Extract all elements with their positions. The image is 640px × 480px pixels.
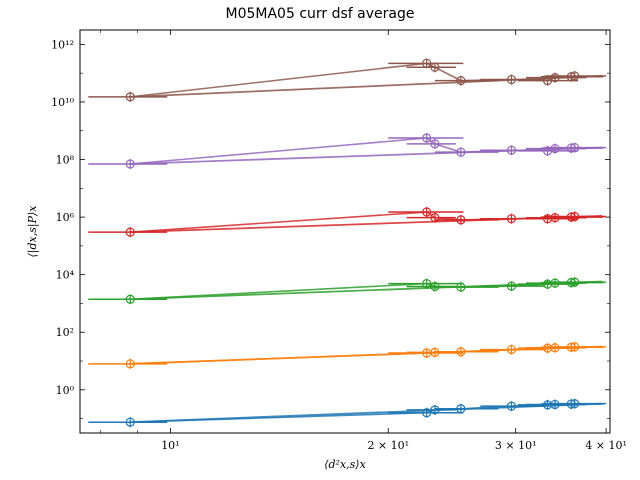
series-3-point [422, 207, 432, 217]
series-4-point [456, 147, 466, 157]
plot-frame [79, 29, 611, 434]
chart-title: M05MA05 curr dsf average [225, 6, 415, 22]
series-5-point [125, 92, 135, 102]
series-3-point [430, 213, 440, 223]
series-1-point [570, 342, 580, 352]
series-0-point [125, 417, 135, 427]
series-3-point [125, 227, 135, 237]
series-0-point [506, 401, 517, 411]
series-1-point [456, 347, 466, 357]
y-tick-label: 10¹⁰ [51, 96, 74, 109]
x-tick-label: 2 × 10¹ [367, 439, 409, 452]
series-0-point [570, 399, 580, 409]
series-0-point [422, 408, 432, 418]
y-tick-label: 10⁴ [56, 269, 75, 282]
x-tick-label: 10¹ [161, 439, 179, 452]
series-3-point [456, 215, 466, 225]
series-2-point [506, 281, 517, 291]
y-tick-label: 10¹² [51, 38, 74, 51]
series-0-point [430, 405, 440, 415]
series-2-point [456, 282, 466, 292]
series-4-point [422, 133, 432, 143]
y-tick-label: 10² [56, 326, 74, 339]
series-5-point [570, 71, 580, 81]
series-1-point [506, 344, 517, 355]
x-tick-label: 4 × 10¹ [585, 439, 627, 452]
series-0-point [456, 404, 466, 414]
y-tick-label: 10⁸ [56, 154, 75, 167]
series-4-point [570, 142, 580, 153]
y-tick-label: 10⁶ [56, 211, 75, 224]
series-5-point [506, 74, 517, 85]
series-5-point [550, 73, 560, 83]
y-axis-label: ⟨|dx,s|P⟩x [26, 205, 40, 258]
series-2-point [422, 278, 432, 289]
series-4-point [430, 139, 440, 149]
series-1-point [125, 359, 135, 369]
series-4-point [506, 145, 517, 155]
series-4-point [125, 159, 135, 169]
x-tick-label: 3 × 10¹ [495, 439, 537, 452]
y-tick-label: 10⁰ [56, 384, 75, 397]
series-2-point [570, 277, 580, 287]
series-3-point [570, 211, 580, 222]
series-5-point [456, 76, 466, 86]
x-axis-label: ⟨d²x,s⟩x [324, 458, 366, 471]
series-5-point [430, 62, 440, 72]
series-3-point [506, 214, 517, 224]
series-2-point [125, 294, 135, 304]
